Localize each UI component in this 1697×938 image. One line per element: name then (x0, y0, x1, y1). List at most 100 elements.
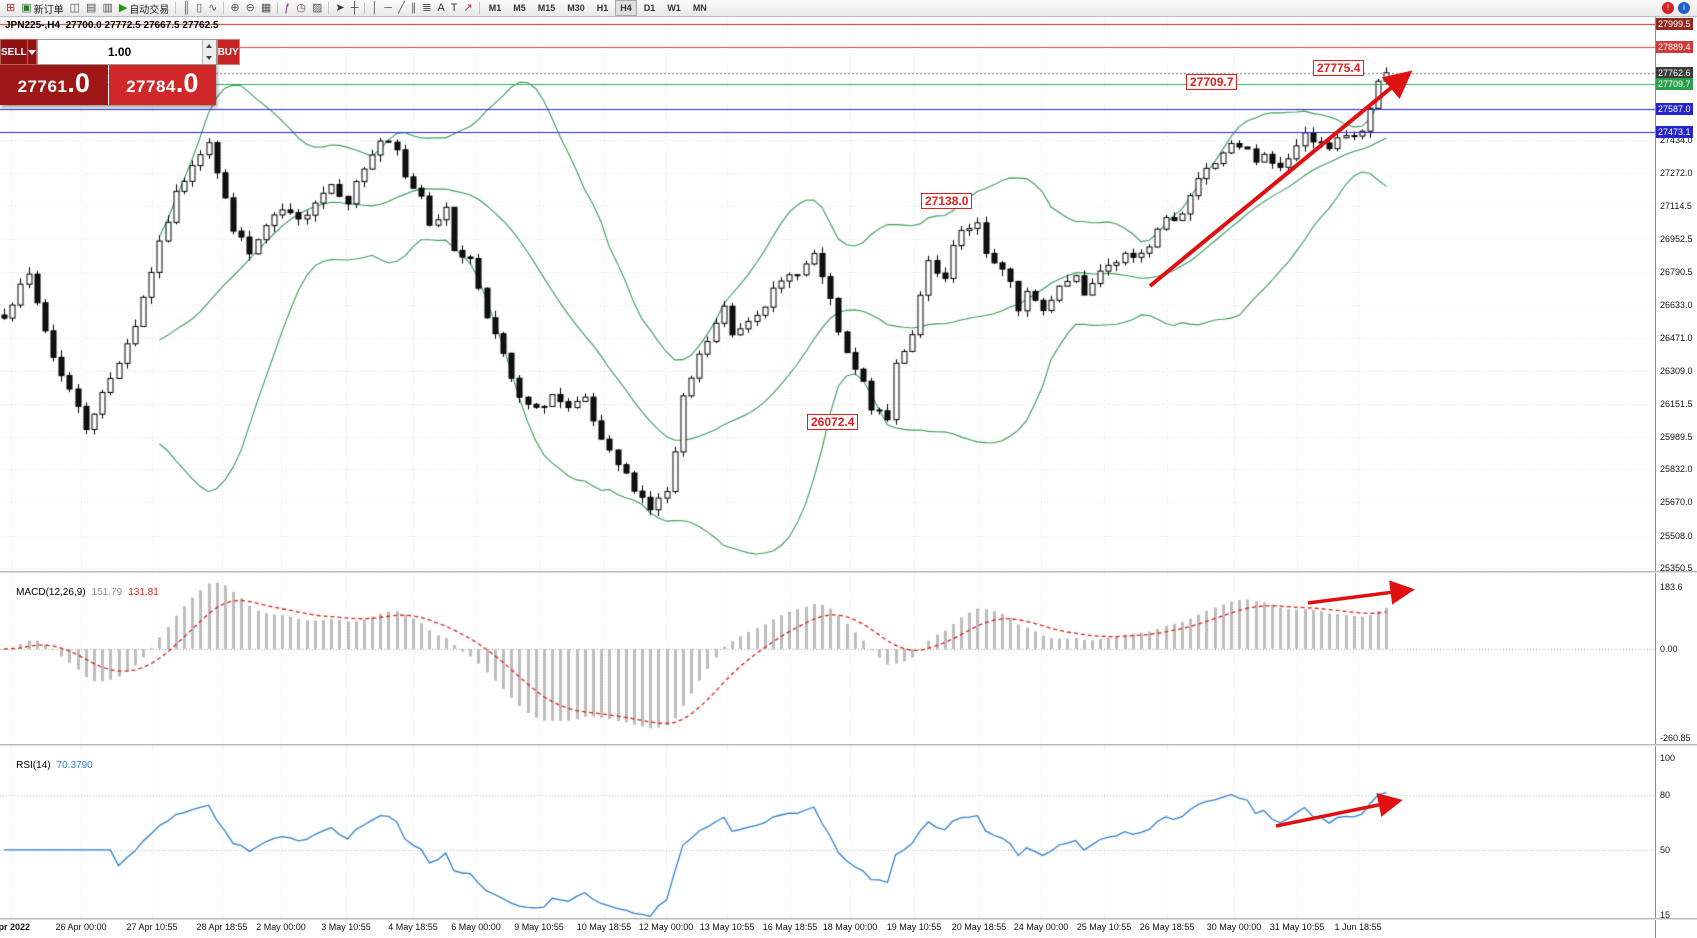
time-axis[interactable]: Apr 2022 26 Apr 00:00 27 Apr 10:55 28 Apr 1… (0, 920, 1655, 938)
timeframe-mn[interactable]: MN (692, 3, 707, 13)
trade-panel: SELL BUY 27761.0 27784.0 (0, 39, 240, 105)
rsi-header: RSI(14) 70.3790 (5, 749, 93, 782)
timeframe-h1[interactable]: H1 (596, 3, 609, 13)
sell-price[interactable]: 27761.0 (0, 65, 108, 105)
line-chart-icon: ∿ (208, 2, 218, 14)
fibonacci-icon[interactable]: ≣ (419, 1, 434, 16)
price-level-label: 27889.4 (1656, 40, 1693, 53)
new-chart-icon: ⊞ (6, 2, 16, 14)
new-chart-icon[interactable]: ⊞ (3, 1, 18, 16)
buy-button[interactable]: BUY (216, 39, 240, 65)
price-callout-label[interactable]: 27709.7 (1186, 74, 1238, 90)
zoom-in-icon[interactable]: ⊕ (227, 1, 242, 16)
navigator-icon[interactable]: ▤ (83, 1, 99, 16)
sell-button[interactable]: SELL (0, 39, 28, 65)
main-chart-canvas[interactable] (0, 17, 1655, 571)
timeframe-d1[interactable]: D1 (643, 3, 656, 13)
indicators-icon[interactable]: ƒ (281, 1, 293, 16)
autotrading-icon: ▶ (118, 2, 128, 14)
label-icon[interactable]: T (448, 1, 461, 16)
price-tick: 25508.0 (1660, 530, 1693, 541)
macd-title: MACD(12,26,9) (16, 587, 86, 598)
buy-price[interactable]: 27784.0 (108, 65, 216, 105)
price-level-label: 27473.1 (1656, 126, 1693, 139)
lot-stepper-down[interactable] (202, 52, 216, 64)
lot-stepper (201, 40, 216, 64)
zoom-out-icon[interactable]: ⊖ (243, 1, 258, 16)
timeframe-m15[interactable]: M15 (537, 3, 556, 13)
cursor-icon[interactable]: ➤ (332, 1, 347, 16)
text-icon[interactable]: A (434, 1, 447, 16)
line-chart-icon[interactable]: ∿ (205, 1, 220, 16)
templates-icon[interactable]: ▨ (309, 1, 325, 16)
price-callout-label[interactable]: 27775.4 (1313, 60, 1365, 76)
cursor-icon: ➤ (335, 2, 345, 14)
autotrading-button-label: 自动交易 (129, 4, 170, 16)
price-tick: 27114.5 (1660, 200, 1692, 211)
rsi-canvas[interactable] (0, 746, 1655, 918)
trendline-icon[interactable]: ╱ (395, 1, 408, 16)
tile-windows-icon[interactable]: ▦ (258, 1, 274, 16)
ohlc-bars-icon[interactable]: ║ (179, 1, 193, 16)
alerts-icon[interactable]: ! (1662, 2, 1674, 14)
zoom-in-icon: ⊕ (230, 2, 240, 14)
macd-axis-label: 0.00 (1660, 644, 1678, 654)
sell-price-frac: .0 (67, 68, 90, 98)
panel-separator[interactable] (0, 571, 1697, 573)
price-callout-label[interactable]: 26072.4 (807, 414, 859, 430)
toolbar-separator (223, 2, 225, 14)
price-callout-label[interactable]: 27138.0 (921, 193, 973, 209)
new-order-icon: ▣ (21, 2, 32, 14)
arrows-tool-icon[interactable]: ↗ (460, 1, 475, 16)
new-order-button[interactable]: ▣ 新订单 (18, 1, 66, 16)
panel-separator[interactable] (0, 744, 1697, 746)
price-level-label: 27999.5 (1656, 18, 1693, 30)
candlesticks-icon[interactable]: ▯ (193, 1, 205, 16)
price-axis[interactable]: 27434.0 27272.0 27114.5 26952.5 26790.5 26633… (1655, 17, 1697, 938)
time-label: 28 Apr 18:55 (196, 922, 248, 932)
crosshair-icon[interactable]: ┼ (348, 1, 362, 16)
rsi-axis-label: 100 (1660, 752, 1676, 763)
toolbar-separator (277, 2, 279, 14)
lot-stepper-up[interactable] (202, 40, 216, 52)
community-icon[interactable]: i (1678, 2, 1690, 14)
vertical-line-icon[interactable]: │ (368, 1, 381, 16)
timeframe-m30[interactable]: M30 (567, 3, 585, 13)
crosshair-icon: ┼ (350, 2, 359, 14)
lot-size-input[interactable] (37, 40, 202, 64)
timeframe-m5[interactable]: M5 (513, 3, 526, 13)
time-label: 13 May 10:55 (699, 922, 755, 932)
market-watch-icon[interactable]: ◫ (67, 1, 83, 16)
toolbar-right-icons: ! i (1662, 2, 1694, 14)
rsi-axis-label: 50 (1660, 844, 1671, 855)
order-type-dropdown[interactable] (27, 39, 37, 65)
channel-icon[interactable]: ∥ (408, 1, 420, 16)
tile-windows-icon: ▦ (260, 2, 272, 14)
panel-separator[interactable] (0, 918, 1697, 920)
price-level-label: 27709.7 (1656, 77, 1693, 90)
timeframe-h4[interactable]: H4 (615, 0, 637, 16)
time-label: 12 May 00:00 (638, 922, 694, 932)
price-tick: 26633.0 (1660, 299, 1693, 310)
price-tick: 25670.0 (1660, 497, 1693, 508)
time-label: 26 May 18:55 (1139, 922, 1195, 932)
ohlc-bars-icon: ║ (182, 2, 191, 14)
timeframe-w1[interactable]: W1 (667, 3, 681, 13)
macd-canvas[interactable] (0, 573, 1655, 744)
lot-size-box (36, 39, 217, 65)
macd-axis-label: 183.6 (1660, 581, 1683, 592)
timeframe-m1[interactable]: M1 (488, 3, 502, 13)
toolbar-separator (364, 2, 366, 14)
time-label: 25 May 10:55 (1076, 922, 1132, 932)
horizontal-line-icon[interactable]: ─ (381, 1, 395, 16)
time-label: Apr 2022 (0, 922, 31, 932)
rsi-value: 70.3790 (56, 760, 93, 771)
terminal-icon[interactable]: ▥ (99, 1, 115, 16)
indicators-icon: ƒ (284, 2, 291, 14)
periods-icon[interactable]: ◷ (293, 1, 309, 16)
sell-price-main: 27761 (17, 77, 68, 96)
periods-icon: ◷ (296, 2, 306, 14)
autotrading-button[interactable]: ▶ 自动交易 (116, 1, 172, 16)
price-tick: 25832.0 (1660, 464, 1693, 475)
